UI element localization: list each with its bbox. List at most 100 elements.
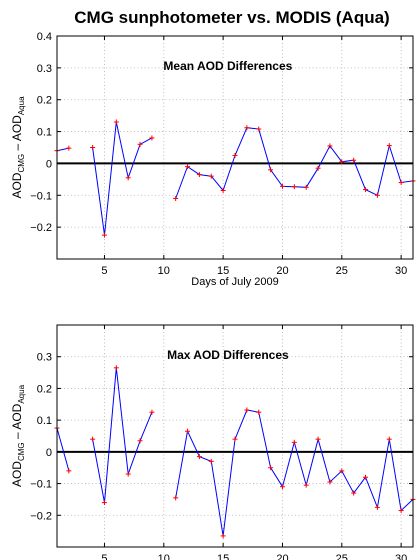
data-point: [113, 365, 119, 371]
y-axis-label-part: – AOD: [10, 403, 24, 442]
data-point: [256, 126, 262, 132]
x-axis-label: Days of July 2009: [191, 276, 278, 288]
data-point: [244, 407, 250, 413]
data-point: [268, 167, 274, 173]
data-point: [327, 143, 333, 149]
chart-title: Max AOD Differences: [167, 348, 289, 362]
axes-frame: [56, 35, 414, 260]
data-point: [398, 508, 404, 514]
data-point: [185, 428, 191, 434]
data-point: [208, 458, 214, 464]
data-point: [363, 474, 369, 480]
data-point: [90, 145, 96, 150]
data-point: [327, 479, 333, 485]
x-tick-label: 25: [336, 553, 348, 560]
data-point: [125, 175, 131, 181]
plot-max-aod: 5 10 15 20 25 30 −0.2 −0.1 0 0.1 0.2 0.3 Max AOD Dif…: [10, 324, 416, 560]
data-point: [66, 468, 72, 474]
data-point: [339, 468, 345, 474]
data-point: [137, 141, 143, 147]
plot-mean-aod: 5 10 15 20 25 30 −0.2 −0.1 0 0.1 0.2 0.3 0.4 Mean AOD…: [10, 31, 416, 288]
data-point: [244, 125, 250, 131]
data-point: [173, 195, 179, 201]
y-tick-label: −0.2: [30, 510, 52, 522]
data-point: [386, 436, 392, 442]
x-tick-label: 15: [217, 265, 229, 277]
y-axis-label-subscript: Aqua: [17, 96, 26, 115]
data-point: [279, 183, 285, 189]
data-point: [101, 232, 107, 238]
y-tick-label: 0.2: [37, 95, 52, 107]
data-point: [386, 143, 392, 149]
data-point: [125, 471, 131, 477]
series-line-segment: [56, 427, 70, 472]
x-tick-label: 5: [101, 553, 107, 560]
data-point: [173, 495, 179, 501]
x-tick-label: 20: [276, 265, 288, 277]
data-point: [196, 454, 202, 460]
x-tick-label: 25: [336, 265, 348, 277]
data-point: [279, 484, 285, 490]
data-point: [196, 172, 202, 178]
data-point: [374, 192, 380, 198]
data-point: [232, 152, 238, 158]
y-tick-label: 0: [46, 447, 52, 459]
x-tick-label: 5: [101, 265, 107, 277]
data-point: [90, 436, 96, 442]
data-point: [101, 500, 107, 506]
data-point: [351, 490, 357, 496]
y-tick-label: 0.3: [37, 352, 52, 364]
series-line-segment: [92, 367, 153, 503]
data-point: [149, 409, 155, 415]
y-axis-label: AODCMG – AODAqua: [10, 96, 26, 199]
y-axis-label-part: – AOD: [10, 115, 24, 154]
y-axis-label-part: AOD: [10, 172, 24, 198]
data-point: [149, 135, 155, 141]
y-axis-label-part: AOD: [10, 461, 24, 487]
data-point: [291, 439, 297, 445]
y-tick-label: 0: [46, 158, 52, 170]
series-line-segment: [92, 121, 153, 236]
data-point: [137, 438, 143, 444]
data-point: [113, 119, 119, 125]
data-point: [374, 504, 380, 510]
axes-frame: [56, 324, 414, 548]
data-point: [315, 436, 321, 442]
y-tick-label: 0.3: [37, 63, 52, 75]
data-point: [303, 482, 309, 488]
y-axis-label-subscript: CMG: [17, 442, 26, 461]
data-point: [256, 409, 262, 415]
data-point: [398, 180, 404, 186]
series-line-segment: [175, 409, 414, 536]
x-tick-label: 30: [395, 265, 407, 277]
y-tick-label: −0.1: [30, 190, 52, 202]
y-axis-label-subscript: Aqua: [17, 384, 26, 403]
data-point: [220, 533, 226, 539]
y-tick-label: −0.1: [30, 479, 52, 491]
data-point: [339, 159, 345, 165]
x-tick-label: 10: [158, 265, 170, 277]
y-axis-label-subscript: CMG: [17, 154, 26, 173]
data-point: [291, 184, 297, 190]
y-tick-label: 0.4: [37, 31, 52, 43]
data-point: [66, 145, 72, 151]
data-point: [220, 188, 226, 194]
figure-title: CMG sunphotometer vs. MODIS (Aqua): [74, 8, 389, 27]
x-tick-label: 10: [158, 553, 170, 560]
y-tick-label: 0.1: [37, 127, 52, 139]
x-tick-label: 30: [395, 553, 407, 560]
y-tick-label: −0.2: [30, 222, 52, 234]
data-point: [208, 173, 214, 179]
y-tick-label: 0.2: [37, 383, 52, 395]
x-tick-label: 20: [276, 553, 288, 560]
data-point: [315, 165, 321, 171]
x-tick-label: 15: [217, 553, 229, 560]
data-point: [232, 436, 238, 442]
data-point: [351, 157, 357, 163]
data-point: [268, 465, 274, 471]
data-point: [185, 164, 191, 170]
data-point: [303, 184, 309, 190]
y-axis-label: AODCMG – AODAqua: [10, 384, 26, 487]
data-point: [363, 187, 369, 193]
